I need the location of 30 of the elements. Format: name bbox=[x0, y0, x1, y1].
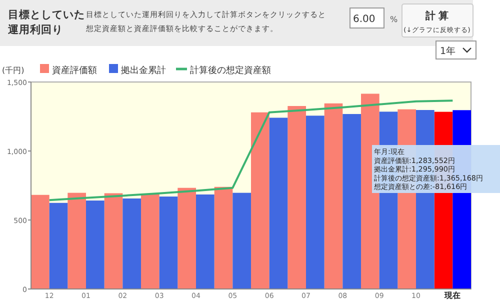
chart-title: 目標としていた bbox=[8, 8, 85, 21]
bar bbox=[31, 194, 50, 289]
bar bbox=[141, 194, 160, 289]
bar bbox=[86, 200, 104, 289]
text: 1年 bbox=[440, 45, 456, 57]
text: 6.00 bbox=[353, 14, 376, 25]
bar bbox=[324, 103, 343, 289]
bar bbox=[159, 196, 178, 289]
bar bbox=[196, 194, 214, 289]
y-axis-title: (千円) bbox=[2, 66, 24, 75]
legend-label: 資産評価額 bbox=[52, 65, 97, 76]
bar bbox=[214, 186, 233, 289]
chart-subtitle: 運用利回り bbox=[7, 23, 63, 36]
text: 計 算 bbox=[424, 10, 449, 22]
bar bbox=[306, 116, 324, 289]
bar bbox=[361, 94, 380, 289]
bar bbox=[104, 193, 123, 289]
bar bbox=[288, 106, 306, 289]
legend-label: 拠出金累計 bbox=[121, 65, 166, 76]
bar bbox=[122, 198, 141, 289]
text: % bbox=[390, 15, 398, 24]
legend-label: 計算後の想定資産額 bbox=[190, 65, 271, 76]
bar bbox=[232, 192, 251, 289]
x-tick-label: 現在 bbox=[444, 291, 461, 300]
bar bbox=[68, 192, 86, 289]
bar bbox=[342, 114, 361, 289]
bar bbox=[269, 118, 288, 289]
bar bbox=[251, 112, 270, 289]
bar bbox=[178, 188, 196, 289]
bar bbox=[49, 202, 68, 289]
